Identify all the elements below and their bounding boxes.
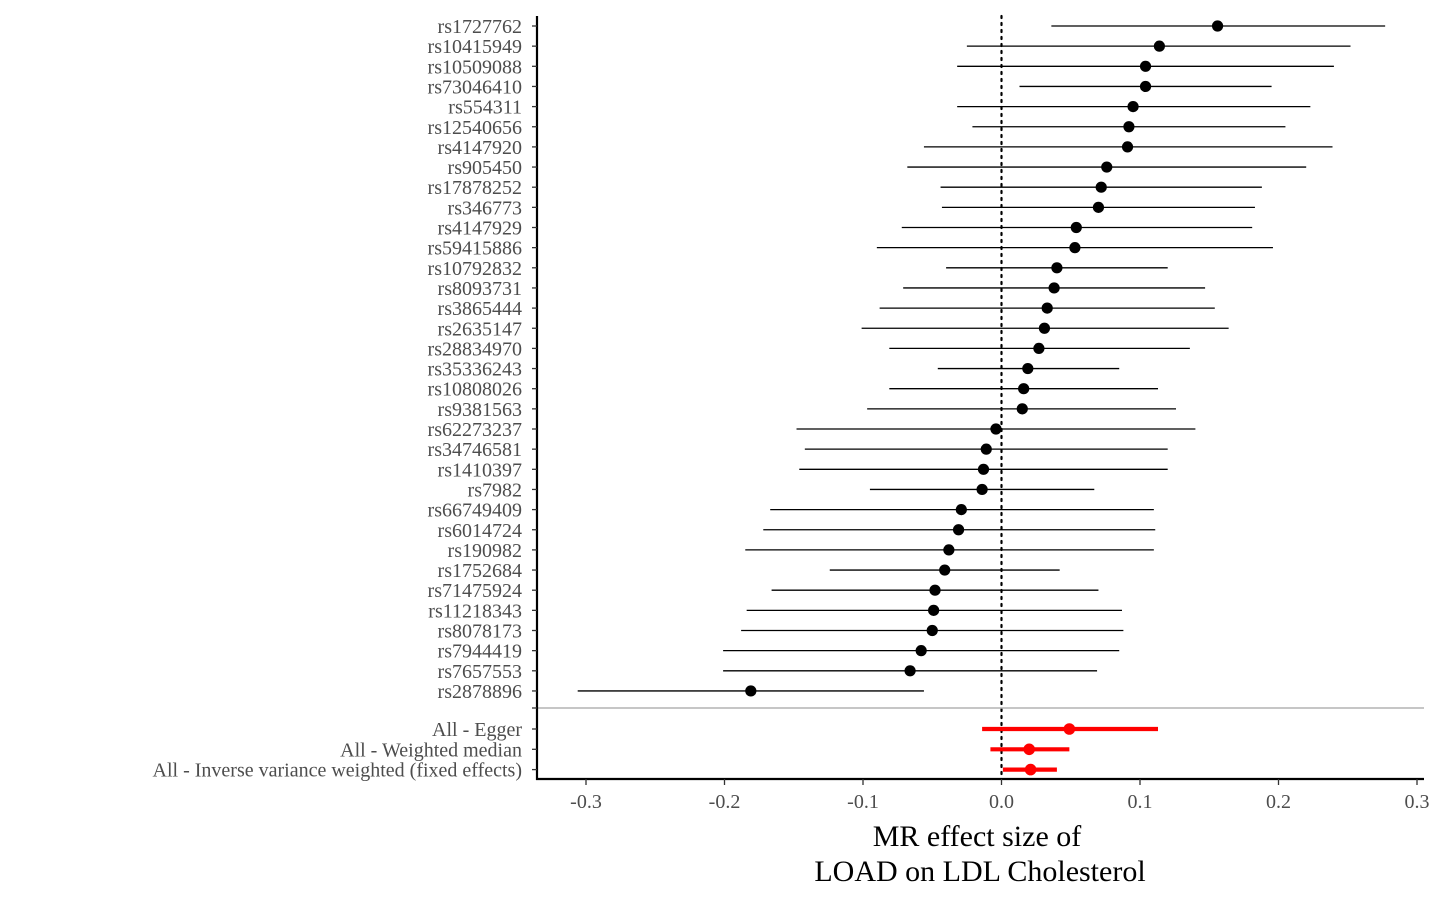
- x-tick-label: 0.2: [1266, 791, 1291, 813]
- reference-layer: [537, 14, 1424, 779]
- snp-point: [928, 604, 940, 616]
- x-tick-label: 0.3: [1405, 791, 1430, 813]
- snp-point: [915, 645, 927, 657]
- snp-point: [1048, 282, 1060, 294]
- y-axis-label: rs4147920: [438, 137, 522, 159]
- snp-point: [1038, 322, 1051, 334]
- y-axis-label: rs28834970: [428, 338, 522, 360]
- y-axis-label: rs2635147: [438, 318, 522, 340]
- axes: [532, 16, 1424, 781]
- y-axis-label: rs905450: [448, 157, 522, 179]
- snp-point: [1041, 302, 1053, 314]
- snp-point: [952, 524, 965, 536]
- snp-point: [943, 544, 955, 556]
- x-axis-title-line2: LOAD on LDL Cholesterol: [814, 855, 1145, 888]
- summary-label: All - Weighted median: [340, 739, 522, 761]
- snp-point: [745, 685, 757, 697]
- snp-point: [1211, 20, 1224, 32]
- summary-point: [1063, 723, 1076, 735]
- y-axis-label: rs1410397: [438, 459, 522, 481]
- y-axis-label: rs34746581: [428, 439, 522, 461]
- summary-estimates: [982, 723, 1159, 776]
- y-axis-label: rs10509088: [428, 56, 522, 78]
- snp-point: [990, 423, 1002, 435]
- snp-point: [1069, 242, 1081, 254]
- y-axis-label: rs346773: [448, 197, 522, 219]
- summary-point: [1023, 743, 1035, 756]
- y-axis-label: rs8093731: [438, 278, 522, 300]
- y-axis-label: rs12540656: [428, 117, 522, 139]
- snp-point: [1101, 161, 1113, 173]
- x-tick-label: 0.0: [989, 791, 1014, 813]
- x-tick-label: -0.2: [709, 791, 741, 813]
- y-axis-label: rs7944419: [438, 641, 522, 663]
- snp-point: [1139, 80, 1152, 93]
- y-axis-label: rs190982: [448, 540, 522, 562]
- snp-point: [977, 463, 990, 475]
- x-axis-title: MR effect size of LOAD on LDL Cholestero…: [814, 820, 1145, 888]
- snp-point: [1123, 121, 1135, 133]
- y-axis-label: rs8078173: [438, 621, 522, 643]
- snp-point: [1092, 201, 1105, 213]
- snp-estimates: [577, 20, 1386, 697]
- snp-point: [929, 584, 941, 596]
- y-axis-label: rs2878896: [438, 681, 522, 703]
- snp-point: [976, 483, 988, 496]
- y-axis-label: rs66749409: [428, 500, 522, 522]
- y-axis-label: rs17878252: [428, 177, 522, 199]
- y-axis-label: rs9381563: [438, 399, 522, 421]
- y-axis-label: rs554311: [448, 97, 522, 119]
- snp-point: [1127, 101, 1139, 113]
- snp-point: [1070, 221, 1082, 234]
- summary-point: [1024, 763, 1037, 776]
- x-tick-label: -0.1: [847, 791, 879, 813]
- summary-label: All - Inverse variance weighted (fixed e…: [153, 760, 522, 782]
- snp-point: [955, 504, 967, 516]
- snp-point: [926, 624, 938, 637]
- snp-point: [1033, 342, 1045, 354]
- y-axis-label: rs10415949: [428, 36, 522, 58]
- y-axis-label: rs59415886: [428, 238, 522, 260]
- x-tick-label: 0.1: [1128, 791, 1153, 813]
- y-axis-label: rs71475924: [428, 580, 522, 602]
- snp-point: [1095, 181, 1107, 193]
- y-axis-label: rs11218343: [428, 600, 522, 622]
- x-axis-title-line1: MR effect size of: [873, 820, 1082, 853]
- snp-point: [1018, 383, 1030, 395]
- y-axis-label: rs7982: [468, 479, 522, 501]
- y-axis-label: rs1727762: [438, 16, 522, 38]
- y-axis-label: rs10808026: [428, 379, 522, 401]
- x-axis-ticks: -0.3 -0.2 -0.1 0.0 0.1 0.2 0.3: [570, 779, 1430, 813]
- snp-point: [1016, 403, 1028, 415]
- x-tick-label: -0.3: [570, 791, 602, 813]
- y-axis-label: rs1752684: [438, 560, 522, 582]
- snp-point: [1139, 60, 1152, 72]
- y-axis-labels: rs1727762rs10415949rs10509088rs73046410r…: [153, 16, 523, 782]
- snp-point: [939, 564, 951, 576]
- summary-label: All - Egger: [432, 719, 522, 741]
- y-axis-label: rs35336243: [428, 359, 522, 381]
- y-axis-label: rs7657553: [438, 661, 522, 683]
- snp-point: [1022, 362, 1034, 375]
- snp-point: [1121, 141, 1134, 153]
- snp-point: [980, 443, 992, 455]
- snp-point: [904, 665, 916, 677]
- y-axis-label: rs62273237: [428, 419, 522, 441]
- y-axis-label: rs73046410: [428, 76, 522, 98]
- y-axis-label: rs4147929: [438, 218, 522, 240]
- snp-point: [1051, 262, 1063, 274]
- y-axis-label: rs3865444: [438, 298, 522, 320]
- y-axis-label: rs10792832: [428, 258, 522, 280]
- snp-point: [1153, 40, 1165, 52]
- y-axis-label: rs6014724: [438, 520, 522, 542]
